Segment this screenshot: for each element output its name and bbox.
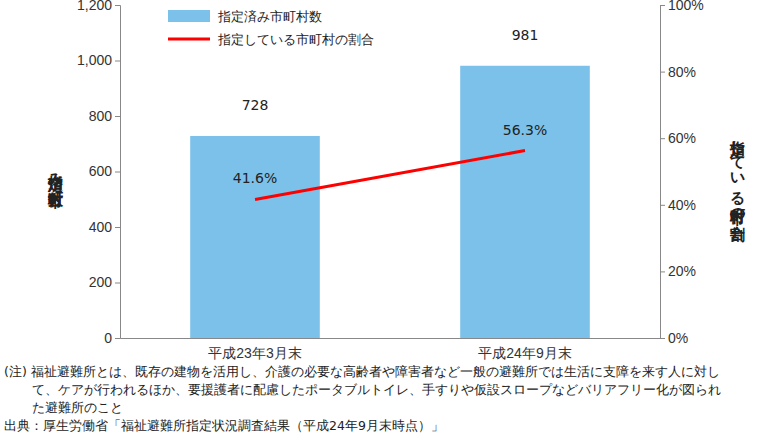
tick-mark (660, 5, 665, 6)
tick-mark (660, 338, 665, 339)
bar (460, 66, 590, 338)
axis-title: 指定している市町村の割合 (729, 129, 747, 243)
tick-label: 600 (89, 163, 113, 179)
axis-line (121, 338, 661, 339)
tick: 400 (89, 219, 120, 235)
data-label: 56.3% (503, 122, 547, 138)
note: た避難所のこと (32, 400, 123, 415)
tick-label: 60% (668, 130, 696, 146)
tick-label: 200 (89, 274, 113, 290)
note: て、ケアが行われるほか、要援護者に配慮したポータブルトイレ、手すりや仮設スロープ… (32, 382, 721, 397)
tick: 60% (660, 130, 696, 146)
tick: 0% (660, 330, 688, 346)
chart: 0 200 400 600 800 1,000 1,200 0% 20% 40% 60% 80% 100… (0, 0, 780, 446)
tick-label: 800 (89, 108, 113, 124)
tick: 80% (660, 64, 696, 80)
legend-label: 指定している市町村の割合 (217, 32, 374, 47)
tick-mark (115, 283, 120, 284)
axis: 0% 20% 40% 60% 80% 100% (660, 0, 704, 346)
tick-mark (660, 271, 665, 272)
tick: 200 (89, 274, 120, 290)
tick-label: 100% (668, 0, 704, 13)
legend-swatch (168, 38, 210, 41)
tick: 平成23年3月末 (208, 338, 301, 361)
tick-label: 20% (668, 263, 696, 279)
legend-swatch (168, 10, 210, 22)
axis: 平成23年3月末 平成24年9月末 (121, 338, 661, 361)
tick-label: 40% (668, 197, 696, 213)
tick-mark (660, 205, 665, 206)
data-label: 728 (242, 97, 269, 113)
data-label: 981 (512, 27, 539, 43)
tick: 20% (660, 263, 696, 279)
tick-mark (115, 338, 120, 339)
tick: 600 (89, 163, 120, 179)
plot-area (190, 66, 590, 338)
axis-line (115, 6, 121, 339)
tick: 平成24年9月末 (478, 338, 571, 361)
bar (190, 136, 320, 338)
tick-label: 平成24年9月末 (478, 345, 571, 361)
tick-mark (115, 172, 120, 173)
tick-label: 80% (668, 64, 696, 80)
data-label: 41.6% (233, 170, 277, 186)
tick-label: 400 (89, 219, 113, 235)
tick-label: 1,200 (77, 0, 112, 13)
tick-mark (115, 5, 120, 6)
axis-title: 指定済み市町村数 (47, 163, 65, 210)
tick-mark (115, 61, 120, 62)
source: 出典：厚生労働省「福祉避難所指定状況調査結果（平成24年9月末時点）」 (4, 418, 444, 433)
axis: 0 200 400 600 800 1,000 1,200 (77, 0, 121, 346)
legend-label: 指定済み市町村数 (217, 9, 322, 24)
tick: 1,200 (77, 0, 120, 13)
tick-mark (660, 72, 665, 73)
tick-label: 0 (104, 330, 112, 346)
tick-label: 0% (668, 330, 688, 346)
line (255, 151, 525, 200)
tick: 0 (104, 330, 120, 346)
tick: 800 (89, 108, 120, 124)
note: (注) 福祉避難所とは、既存の建物を活用し、介護の必要な高齢者や障害者など一般の… (4, 364, 720, 379)
tick-mark (115, 116, 120, 117)
tick-mark (660, 138, 665, 139)
tick: 40% (660, 197, 696, 213)
tick-label: 1,000 (77, 52, 112, 68)
axis-line (661, 6, 666, 339)
legend: 指定済み市町村数指定している市町村の割合 (168, 9, 374, 47)
tick-label: 平成23年3月末 (208, 345, 301, 361)
tick-mark (115, 227, 120, 228)
tick: 100% (660, 0, 704, 13)
tick: 1,000 (77, 52, 120, 68)
data-labels: 728 981 41.6% 56.3% (233, 27, 547, 187)
